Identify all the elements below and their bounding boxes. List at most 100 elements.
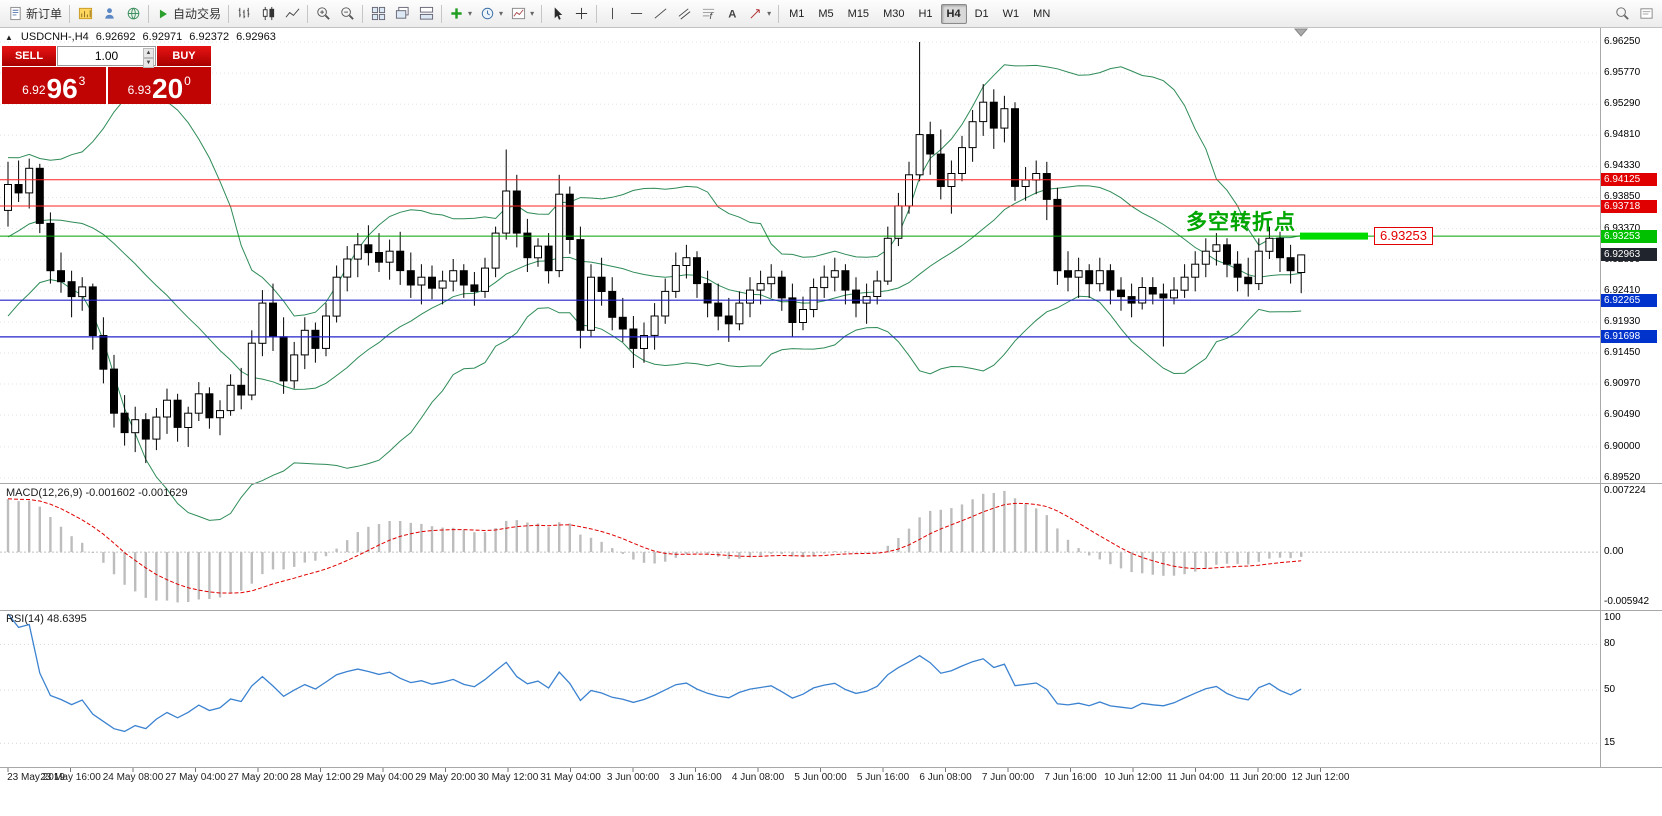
candlestick-icon xyxy=(262,6,274,21)
cascade-windows-button[interactable] xyxy=(390,3,414,25)
price-axis-label: 6.96250 xyxy=(1604,35,1641,47)
time-axis-label: 12 Jun 12:00 xyxy=(1291,772,1350,783)
separator xyxy=(596,4,598,23)
bar-chart-mode-button[interactable] xyxy=(232,3,256,25)
price-axis-highlighted-label: 6.92963 xyxy=(1601,248,1657,262)
ohlc-low: 6.92372 xyxy=(189,31,230,43)
volume-down-button[interactable]: ▼ xyxy=(143,58,154,68)
macd-indicator-label: MACD(12,26,9) -0.001602 -0.001629 xyxy=(6,487,188,499)
timeframe-m5-button[interactable]: M5 xyxy=(818,7,834,20)
notes-button[interactable] xyxy=(1634,3,1658,25)
time-axis-label: 5 Jun 16:00 xyxy=(856,772,910,783)
horizontal-line-tool-button[interactable] xyxy=(624,3,648,25)
text-tool-button[interactable]: A xyxy=(720,3,744,25)
trendline-tool-button[interactable] xyxy=(648,3,672,25)
price-axis-label: 6.92410 xyxy=(1604,284,1641,296)
separator xyxy=(541,4,543,23)
crosshair-tool-button[interactable] xyxy=(569,3,593,25)
timeframe-h4-button[interactable]: H4 xyxy=(940,3,967,24)
line-chart-icon xyxy=(285,8,299,18)
autotrading-button[interactable]: 自动交易 xyxy=(152,3,225,25)
arrows-tool-button[interactable]: ▾ xyxy=(744,3,775,25)
time-axis-label: 4 Jun 08:00 xyxy=(731,772,785,783)
channel-tool-button[interactable] xyxy=(672,3,696,25)
cursor-icon xyxy=(554,7,562,20)
time-axis-label: 3 Jun 00:00 xyxy=(606,772,660,783)
chart-window-icon xyxy=(78,7,92,20)
separator xyxy=(441,4,443,23)
new-order-icon xyxy=(10,6,21,21)
charts-window-button[interactable] xyxy=(73,3,97,25)
rsi-panel xyxy=(0,613,1600,744)
time-axis-label: 29 May 20:00 xyxy=(415,772,476,783)
rsi-axis-label: 100 xyxy=(1604,612,1621,623)
fibonacci-tool-button[interactable]: f xyxy=(696,3,720,25)
volume-input[interactable]: 1.00 ▲ ▼ xyxy=(57,46,156,68)
price-axis-label: 6.93370 xyxy=(1604,222,1641,234)
svg-text:f: f xyxy=(709,11,713,21)
sell-button[interactable]: SELL xyxy=(2,46,56,66)
timeframe-m1-button[interactable]: M1 xyxy=(789,7,805,20)
macd-axis-label: 0.00 xyxy=(1604,546,1624,558)
add-indicator-button[interactable]: ▾ xyxy=(445,3,476,25)
time-axis-label: 28 May 12:00 xyxy=(290,772,351,783)
price-axis-label: 6.90490 xyxy=(1604,409,1641,421)
crosshair-icon xyxy=(575,7,587,20)
search-button[interactable] xyxy=(1610,3,1634,25)
separator xyxy=(148,4,150,23)
price-axis-label: 6.90970 xyxy=(1604,378,1641,390)
buy-button[interactable]: BUY xyxy=(157,46,211,66)
timeframe-w1-button[interactable]: W1 xyxy=(1002,7,1020,20)
tile-windows-button[interactable] xyxy=(366,3,390,25)
toolbar: 新订单 自动交易 xyxy=(0,0,1662,28)
buy-price-prefix: 6.93 xyxy=(127,83,151,97)
zoom-out-button[interactable] xyxy=(335,3,359,25)
channel-icon xyxy=(678,8,690,20)
time-axis-label: 5 Jun 00:00 xyxy=(794,772,847,783)
vertical-line-tool-button[interactable] xyxy=(600,3,624,25)
chevron-down-icon: ▾ xyxy=(468,9,473,18)
sell-price-display[interactable]: 6.92 96 3 xyxy=(2,67,106,104)
globe-icon xyxy=(127,7,139,20)
candlestick-mode-button[interactable] xyxy=(256,3,280,25)
time-axis-label: 30 May 12:00 xyxy=(477,772,539,783)
new-order-button[interactable]: 新订单 xyxy=(4,3,66,25)
zoom-out-icon xyxy=(340,7,354,20)
new-order-label: 新订单 xyxy=(26,7,63,21)
templates-button[interactable]: ▾ xyxy=(507,3,538,25)
arrange-windows-button[interactable] xyxy=(414,3,438,25)
time-axis-label: 3 Jun 16:00 xyxy=(669,772,722,783)
separator xyxy=(362,4,364,23)
autotrading-play-icon xyxy=(159,9,167,18)
time-axis-label: 27 May 04:00 xyxy=(165,772,226,783)
time-axis[interactable]: 23 May 2019 23 May 16:00 24 May 08:00 27 Ma… xyxy=(0,768,1600,788)
chevron-down-icon: ▾ xyxy=(499,9,504,18)
periods-button[interactable]: ▾ xyxy=(476,3,507,25)
price-axis[interactable]: 6.96250 6.95770 6.95290 6.94810 6.94330 6.938… xyxy=(1601,0,1661,788)
volume-spinner: ▲ ▼ xyxy=(143,48,154,68)
price-axis-label: 6.94810 xyxy=(1604,129,1641,141)
timeframe-h1-button[interactable]: H1 xyxy=(918,7,933,20)
volume-up-button[interactable]: ▲ xyxy=(143,48,154,58)
buy-price-display[interactable]: 6.93 20 0 xyxy=(107,67,211,104)
sell-price-pips: 96 xyxy=(46,73,78,105)
zoom-in-button[interactable] xyxy=(311,3,335,25)
line-chart-mode-button[interactable] xyxy=(280,3,304,25)
accounts-button[interactable] xyxy=(97,3,121,25)
volume-value: 1.00 xyxy=(94,49,119,63)
macd-axis-label: 0.007224 xyxy=(1604,484,1646,496)
timeframe-m30-button[interactable]: M30 xyxy=(883,7,905,20)
timeframe-mn-button[interactable]: MN xyxy=(1033,7,1051,20)
horizontal-line-icon xyxy=(630,13,642,14)
indicator-plus-icon xyxy=(451,8,462,19)
navigator-button[interactable] xyxy=(121,3,145,25)
cursor-tool-button[interactable] xyxy=(545,3,569,25)
timeframe-d1-button[interactable]: D1 xyxy=(974,7,989,20)
price-axis-highlighted-label: 6.93253 xyxy=(1601,229,1657,243)
trendline-icon xyxy=(654,8,667,19)
sell-price-prefix: 6.92 xyxy=(22,83,46,97)
timeframe-m15-button[interactable]: M15 xyxy=(847,7,870,20)
one-click-collapse-arrow[interactable]: ▲ xyxy=(5,32,13,42)
